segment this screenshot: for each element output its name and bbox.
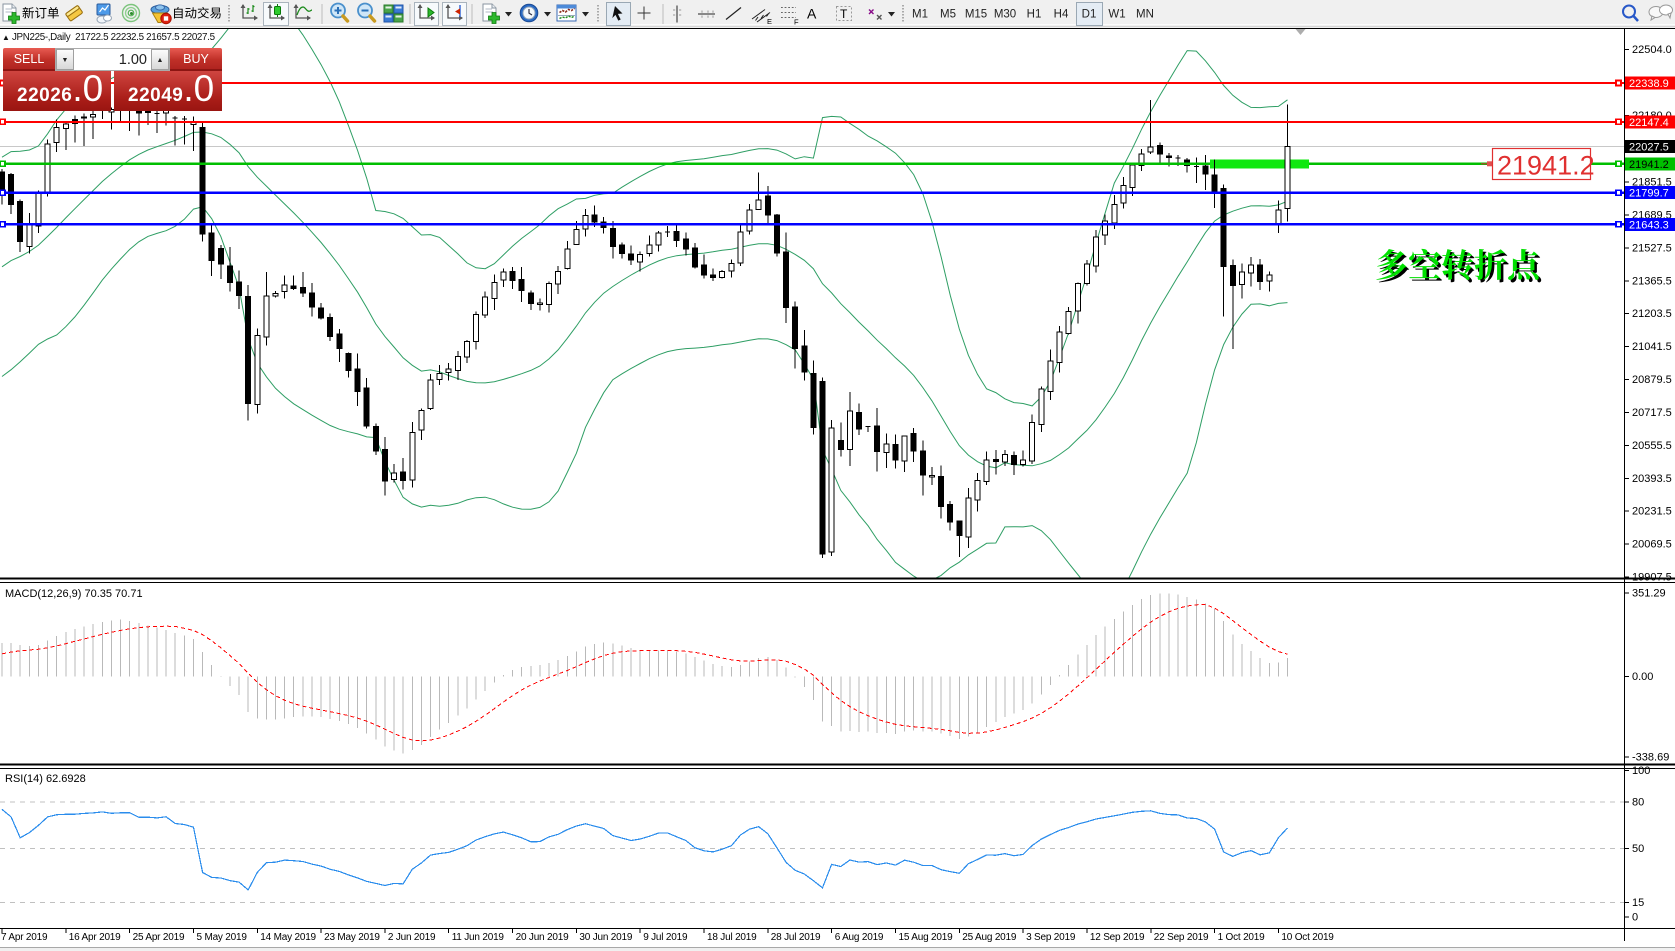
svg-text:20879.5: 20879.5: [1632, 374, 1672, 386]
svg-text:M1: M1: [912, 9, 928, 21]
svg-text:RSI(14) 62.6928: RSI(14) 62.6928: [5, 773, 86, 785]
svg-text:10 Oct 2019: 10 Oct 2019: [1281, 932, 1334, 943]
svg-text:22147.4: 22147.4: [1629, 117, 1669, 129]
svg-text:11 Jun 2019: 11 Jun 2019: [452, 932, 505, 943]
svg-text:22504.0: 22504.0: [1632, 44, 1672, 56]
svg-text:2 Jun 2019: 2 Jun 2019: [388, 932, 436, 943]
svg-text:14 May 2019: 14 May 2019: [260, 932, 316, 943]
svg-text:0.00: 0.00: [1632, 671, 1653, 683]
svg-text:7 Apr 2019: 7 Apr 2019: [1, 932, 48, 943]
svg-text:20717.5: 20717.5: [1632, 407, 1672, 419]
svg-text:25 Apr 2019: 25 Apr 2019: [133, 932, 185, 943]
svg-text:15 Aug 2019: 15 Aug 2019: [899, 932, 954, 943]
svg-text:5 May 2019: 5 May 2019: [197, 932, 248, 943]
svg-text:20393.5: 20393.5: [1632, 473, 1672, 485]
svg-text:M5: M5: [940, 9, 956, 21]
svg-text:351.29: 351.29: [1632, 587, 1666, 599]
svg-text:23 May 2019: 23 May 2019: [324, 932, 380, 943]
svg-text:0: 0: [1632, 912, 1638, 924]
svg-text:20069.5: 20069.5: [1632, 539, 1672, 551]
svg-text:1 Oct 2019: 1 Oct 2019: [1218, 932, 1266, 943]
svg-text:21799.7: 21799.7: [1629, 188, 1669, 200]
svg-text:H4: H4: [1054, 9, 1069, 21]
svg-text:21365.5: 21365.5: [1632, 275, 1672, 287]
svg-text:16 Apr 2019: 16 Apr 2019: [69, 932, 121, 943]
svg-text:80: 80: [1632, 796, 1644, 808]
svg-text:21851.5: 21851.5: [1632, 177, 1672, 189]
svg-text:21527.5: 21527.5: [1632, 242, 1672, 254]
svg-text:28 Jul 2019: 28 Jul 2019: [771, 932, 821, 943]
svg-text:3 Sep 2019: 3 Sep 2019: [1026, 932, 1076, 943]
svg-text:D1: D1: [1082, 9, 1097, 21]
svg-text:9 Jul 2019: 9 Jul 2019: [643, 932, 688, 943]
svg-text:W1: W1: [1108, 9, 1125, 21]
svg-text:6 Aug 2019: 6 Aug 2019: [835, 932, 884, 943]
svg-text:H1: H1: [1027, 9, 1042, 21]
svg-text:22338.9: 22338.9: [1629, 78, 1669, 90]
svg-text:21041.5: 21041.5: [1632, 341, 1672, 353]
svg-text:15: 15: [1632, 897, 1644, 909]
svg-text:22027.5: 22027.5: [1629, 141, 1669, 153]
svg-text:22 Sep 2019: 22 Sep 2019: [1154, 932, 1209, 943]
svg-text:20555.5: 20555.5: [1632, 440, 1672, 452]
svg-text:12 Sep 2019: 12 Sep 2019: [1090, 932, 1145, 943]
svg-text:20 Jun 2019: 20 Jun 2019: [516, 932, 569, 943]
svg-text:M30: M30: [994, 9, 1016, 21]
svg-text:30 Jun 2019: 30 Jun 2019: [579, 932, 632, 943]
svg-text:21203.5: 21203.5: [1632, 308, 1672, 320]
svg-text:19907.5: 19907.5: [1632, 572, 1672, 584]
svg-text:21643.3: 21643.3: [1629, 219, 1669, 231]
svg-text:F: F: [794, 18, 799, 27]
svg-text:18 Jul 2019: 18 Jul 2019: [707, 932, 757, 943]
svg-text:-338.69: -338.69: [1632, 751, 1669, 763]
svg-text:20231.5: 20231.5: [1632, 506, 1672, 518]
svg-text:E: E: [767, 17, 772, 26]
svg-text:21941.2: 21941.2: [1497, 151, 1595, 181]
svg-text:21941.2: 21941.2: [1629, 159, 1669, 171]
svg-text:50: 50: [1632, 843, 1644, 855]
svg-text:MN: MN: [1136, 9, 1154, 21]
svg-text:T: T: [840, 7, 848, 21]
svg-text:25 Aug 2019: 25 Aug 2019: [962, 932, 1017, 943]
svg-text:100: 100: [1632, 765, 1650, 777]
svg-text:M15: M15: [965, 9, 987, 21]
svg-text:A: A: [807, 6, 817, 22]
svg-text:MACD(12,26,9) 70.35 70.71: MACD(12,26,9) 70.35 70.71: [5, 588, 143, 600]
